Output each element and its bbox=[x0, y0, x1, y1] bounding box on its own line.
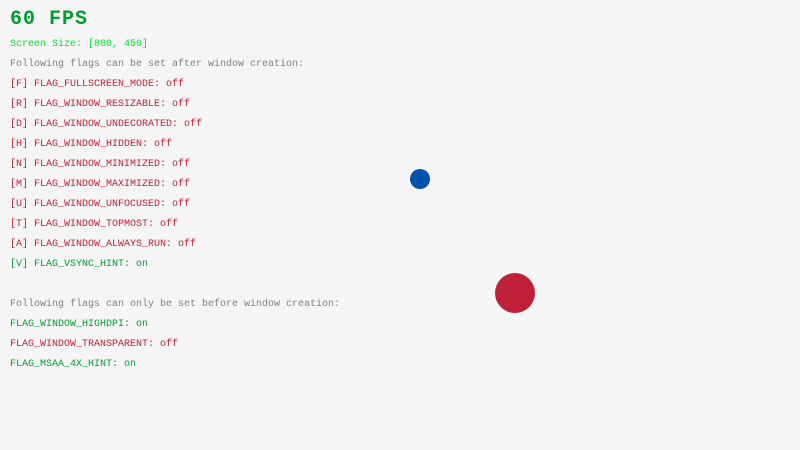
flag-window-resizable: [R] FLAG_WINDOW_RESIZABLE: off bbox=[10, 99, 191, 110]
flag-window-hidden: [H] FLAG_WINDOW_HIDDEN: off bbox=[10, 139, 173, 150]
flag-window-always-run: [A] FLAG_WINDOW_ALWAYS_RUN: off bbox=[10, 239, 197, 250]
flag-window-minimized: [N] FLAG_WINDOW_MINIMIZED: off bbox=[10, 159, 191, 170]
flag-window-undecorated: [D] FLAG_WINDOW_UNDECORATED: off bbox=[10, 119, 203, 130]
large-red-ball bbox=[495, 273, 535, 313]
flag-window-maximized: [M] FLAG_WINDOW_MAXIMIZED: off bbox=[10, 179, 191, 190]
after-creation-heading: Following flags can be set after window … bbox=[10, 59, 305, 70]
before-creation-heading: Following flags can only be set before w… bbox=[10, 299, 341, 310]
flag-window-topmost: [T] FLAG_WINDOW_TOPMOST: off bbox=[10, 219, 179, 230]
flag-window-transparent: FLAG_WINDOW_TRANSPARENT: off bbox=[10, 339, 179, 350]
flag-window-highdpi: FLAG_WINDOW_HIGHDPI: on bbox=[10, 319, 149, 330]
flag-vsync-hint: [V] FLAG_VSYNC_HINT: on bbox=[10, 259, 149, 270]
screen-size-label: Screen Size: [800, 450] bbox=[10, 39, 149, 50]
flag-fullscreen-mode: [F] FLAG_FULLSCREEN_MODE: off bbox=[10, 79, 185, 90]
fps-counter: 60 FPS bbox=[10, 8, 89, 31]
small-blue-ball bbox=[410, 169, 430, 189]
flag-window-unfocused: [U] FLAG_WINDOW_UNFOCUSED: off bbox=[10, 199, 191, 210]
flag-msaa-4x-hint: FLAG_MSAA_4X_HINT: on bbox=[10, 359, 137, 370]
